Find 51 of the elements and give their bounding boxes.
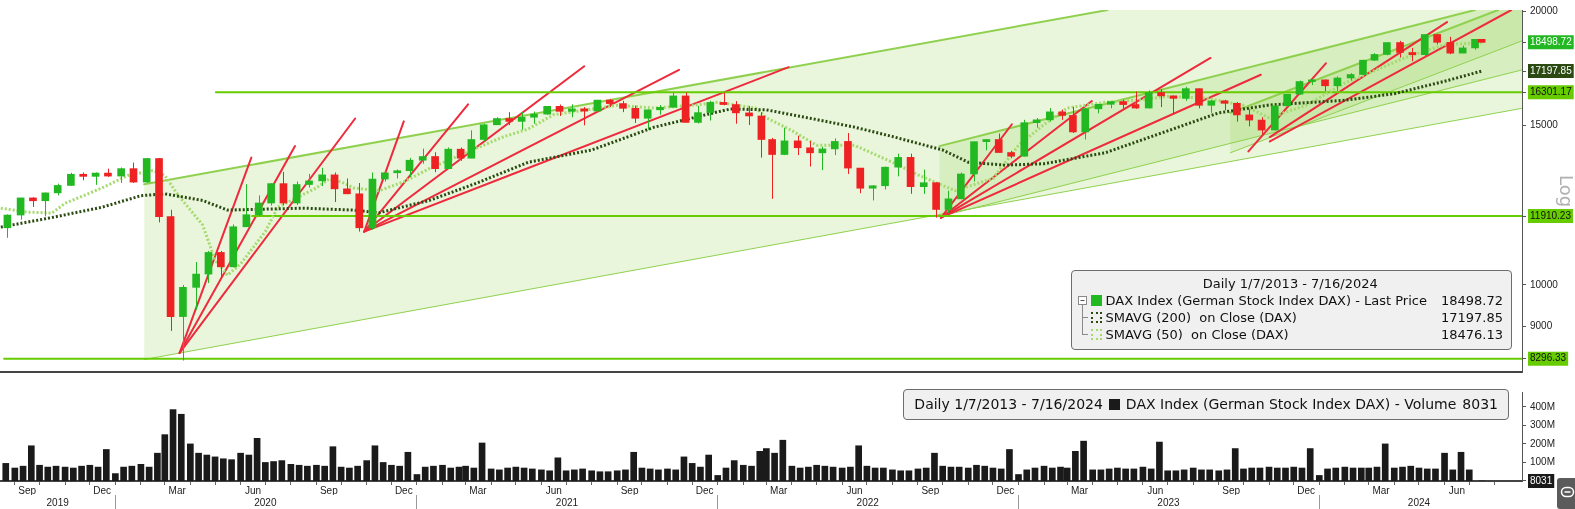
legend-label: SMAVG (200) on Close (DAX) [1105, 309, 1297, 326]
x-tick-label: Jun [1448, 484, 1465, 496]
y-tick-label: 16301.17 [1530, 85, 1573, 97]
y-tick-label: 18498.72 [1530, 36, 1573, 48]
x-tick-label: Jun [846, 484, 863, 496]
x2-tick-label: 2024 [1407, 496, 1431, 508]
x-tick-label: Sep [620, 484, 639, 496]
y-tick-label: 400M [1530, 400, 1556, 412]
x-tick-label: Dec [394, 484, 413, 496]
x-tick-label: Dec [695, 484, 714, 496]
legend-title: Daily 1/7/2013 - 7/16/2024 [914, 396, 1103, 413]
x-tick-label: Jun [244, 484, 262, 496]
x-tick-label: Sep [921, 484, 940, 496]
x-tick-label: Sep [18, 484, 37, 496]
y-tick-label: 20000 [1530, 5, 1559, 17]
x2-tick-label: 2020 [254, 496, 277, 508]
x-tick-label: Dec [1297, 484, 1315, 496]
annotation: 17197.85 [1440, 310, 1503, 325]
y-tick-label: 15000 [1530, 118, 1559, 130]
x-tick-label: Dec [93, 484, 112, 496]
y-tick-label: 300M [1530, 419, 1556, 431]
x2-tick-label: 2019 [46, 496, 70, 508]
x-tick-label: Dec [996, 484, 1015, 496]
x-tick-label: Sep [319, 484, 339, 496]
x2-tick-label: 2021 [555, 496, 579, 508]
y-tick-label: 11910.23 [1530, 209, 1572, 221]
y-tick-label: 100M [1530, 456, 1556, 468]
annotation: 8031 [1462, 396, 1498, 413]
x-tick-label: Mar [1372, 484, 1391, 496]
x-tick-label: Mar [1070, 484, 1089, 496]
y-tick-label: 9000 [1530, 320, 1553, 332]
y-tick-label: 17197.85 [1530, 64, 1573, 76]
y-tick-label: 8031 [1530, 474, 1553, 486]
legend-label: DAX Index (German Stock Index DAX) - Last Price [1105, 292, 1427, 309]
annotation: 18498.72 [1440, 293, 1503, 308]
x-tick-label: Jun [545, 484, 562, 496]
x-tick-label: Jun [1147, 484, 1164, 496]
y-tick-label: 10000 [1530, 278, 1559, 290]
x2-tick-label: 2022 [856, 496, 880, 508]
x-tick-label: Mar [469, 484, 488, 496]
legend-label: SMAVG (50) on Close (DAX) [1105, 326, 1289, 343]
annotation: 18476.13 [1440, 327, 1503, 342]
x2-tick-label: 2023 [1157, 496, 1181, 508]
x-tick-label: Mar [770, 484, 788, 496]
legend-title: Daily 1/7/2013 - 7/16/2024 [1202, 276, 1378, 291]
legend-label: DAX Index (German Stock Index DAX) - Volume [1125, 396, 1457, 413]
y-tick-label: 8296.33 [1530, 352, 1567, 364]
y-axis-title: Log [1555, 174, 1575, 208]
y-tick-label: 200M [1530, 437, 1556, 449]
x-tick-label: Mar [168, 484, 187, 496]
x-tick-label: Sep [1222, 484, 1241, 496]
